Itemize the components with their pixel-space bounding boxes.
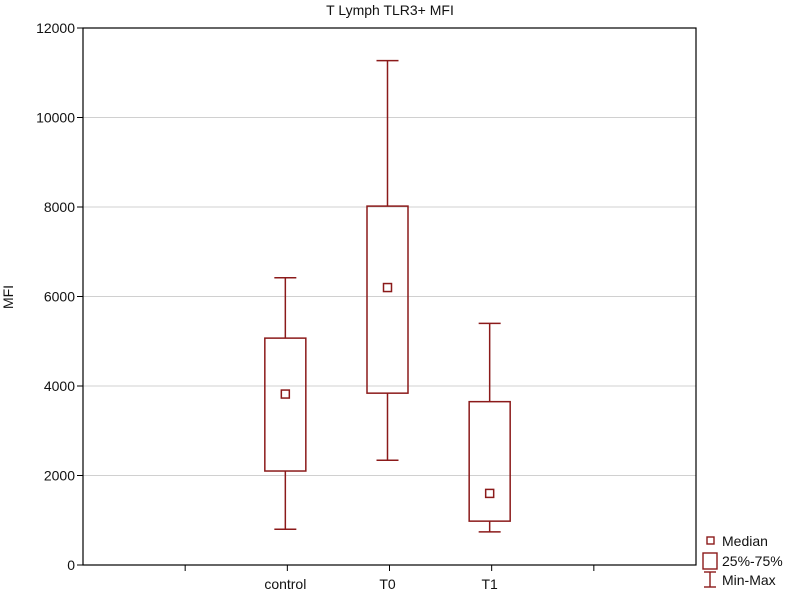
legend-label: Min-Max — [722, 572, 776, 588]
legend-item-median: Median — [706, 533, 768, 549]
box-T1 — [468, 322, 511, 533]
iqr-box — [366, 205, 409, 394]
legend-item-box: 25%-75% — [702, 552, 783, 570]
y-tick-label: 10000 — [36, 110, 75, 126]
x-tick-label: T1 — [481, 576, 498, 590]
box-T0 — [366, 59, 409, 462]
y-tick-label: 8000 — [44, 199, 75, 215]
x-tick-label: T0 — [379, 576, 396, 590]
legend-median-icon — [706, 536, 715, 545]
legend-label: Median — [722, 533, 768, 549]
legend-item-whisker: Min-Max — [704, 571, 776, 588]
x-tick-label: control — [264, 576, 306, 590]
y-axis-label: MFI — [0, 285, 16, 309]
y-tick-label: 4000 — [44, 378, 75, 394]
y-tick-label: 0 — [67, 557, 75, 573]
box-control — [264, 276, 307, 530]
chart-title: T Lymph TLR3+ MFI — [326, 2, 454, 18]
legend-label: 25%-75% — [722, 553, 783, 569]
median-marker — [484, 488, 495, 499]
median-marker — [280, 389, 291, 399]
y-tick-label: 2000 — [44, 468, 75, 484]
y-axis-ticks: 0 2000 4000 6000 8000 10000 12000 — [36, 20, 83, 573]
iqr-box — [264, 337, 307, 472]
legend-box-icon — [702, 552, 718, 570]
legend: Median 25%-75% Min-Max — [702, 533, 783, 588]
y-tick-label: 6000 — [44, 289, 75, 305]
y-tick-label: 12000 — [36, 20, 75, 36]
plot-frame — [82, 27, 697, 566]
median-marker — [382, 282, 393, 293]
x-axis-ticks: control T0 T1 — [184, 565, 595, 590]
box-series — [264, 59, 511, 533]
iqr-box — [468, 400, 511, 522]
grid-lines — [83, 117, 696, 476]
